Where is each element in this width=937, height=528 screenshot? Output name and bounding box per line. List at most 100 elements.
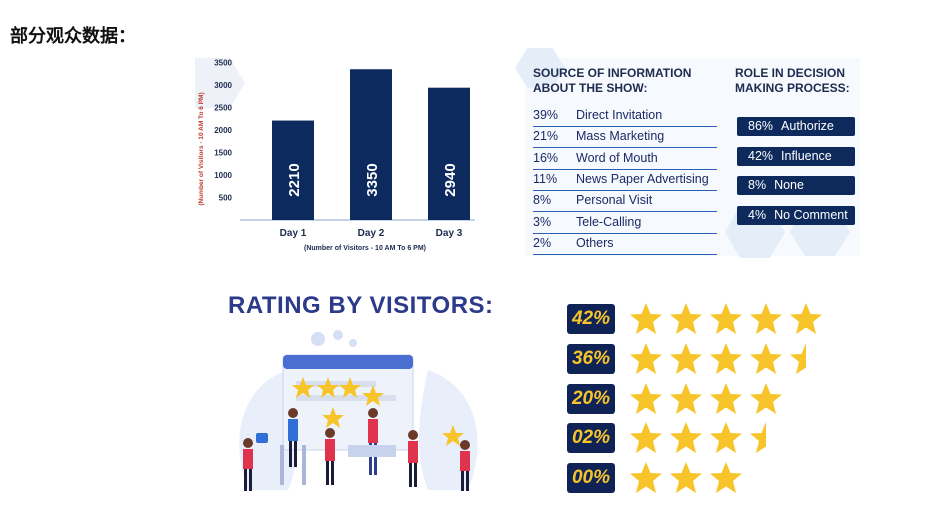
rating-percent-badge: 36% — [567, 343, 615, 374]
source-percent: 3% — [533, 214, 552, 229]
star-icon — [670, 422, 702, 454]
chart-hex-decoration — [195, 58, 245, 108]
star-icon — [630, 422, 662, 454]
illustration-stars — [292, 377, 464, 446]
star-rating — [629, 302, 823, 336]
rating-row: 20% — [567, 382, 783, 416]
star-rating — [629, 421, 783, 455]
source-row: 16% Word of Mouth — [533, 149, 717, 170]
bar — [272, 120, 314, 220]
source-label: News Paper Advertising — [576, 171, 709, 186]
bar-value-label: 3350 — [364, 163, 381, 196]
y-axis-label: (Number of Visitors - 10 AM To 6 PM) — [198, 92, 205, 205]
source-label: Direct Invitation — [576, 108, 663, 122]
y-tick-label: 500 — [219, 194, 233, 203]
rating-percent-badge: 02% — [567, 423, 615, 454]
source-label: Others — [576, 235, 614, 250]
bubble-icon — [311, 332, 325, 346]
rating-row: 02% — [567, 421, 783, 455]
star-icon — [630, 462, 662, 494]
star-icon — [750, 303, 782, 334]
source-row: 8% Personal Visit — [533, 191, 717, 213]
role-badge: 42% Influence — [737, 146, 855, 166]
rating-title: RATING BY VISITORS: — [228, 292, 494, 319]
y-tick-label: 3000 — [214, 81, 232, 90]
x-category-label: Day 2 — [358, 228, 385, 239]
role-percent: 8% — [748, 178, 767, 193]
source-percent: 16% — [533, 150, 559, 165]
content-line — [296, 381, 376, 387]
y-tick-label: 3500 — [214, 59, 232, 68]
star-icon — [750, 382, 782, 414]
star-icon — [710, 422, 742, 454]
x-axis-label: (Number of Visitors - 10 AM To 6 PM) — [304, 245, 426, 252]
source-percent: 2% — [533, 235, 552, 250]
source-row: 2% Others — [533, 234, 717, 255]
source-title: SOURCE OF INFORMATION ABOUT THE SHOW: — [533, 66, 692, 95]
visitors-bar-chart: 500 1000 1500 2000 2500 3000 3500 (Number of Vi… — [190, 58, 490, 258]
role-badge: 8% None — [737, 176, 855, 196]
rating-percent-badge: 42% — [567, 304, 615, 334]
rating-percent-badge: 20% — [567, 383, 615, 414]
source-label: Personal Visit — [576, 193, 653, 208]
rating-percent-badge: 00% — [567, 463, 615, 494]
star-icon — [630, 382, 662, 414]
browser-header — [283, 355, 413, 369]
role-percent: 42% — [748, 148, 774, 163]
star-icon — [670, 462, 702, 494]
source-label: Tele-Calling — [576, 214, 642, 229]
source-percent: 21% — [533, 129, 559, 144]
y-tick-label: 1500 — [214, 149, 232, 158]
star-icon — [790, 303, 822, 334]
bar — [428, 87, 470, 220]
y-tick-label: 2000 — [214, 126, 232, 135]
role-label: No Comment — [774, 208, 848, 223]
source-row: 3% Tele-Calling — [533, 213, 717, 234]
star-icon — [670, 303, 702, 334]
person-figures — [243, 408, 470, 491]
rating-row: 36% — [567, 342, 823, 376]
star-icon — [710, 462, 742, 494]
bubble-icon — [333, 330, 343, 340]
star-icon — [750, 342, 782, 374]
y-tick-label: 1000 — [214, 171, 232, 180]
star-icon — [710, 342, 742, 374]
source-row: 39% Direct Invitation — [533, 106, 717, 127]
source-percent: 8% — [533, 193, 552, 208]
source-label: Word of Mouth — [576, 150, 658, 165]
bar-value-label: 2210 — [286, 163, 303, 196]
star-rating — [629, 461, 743, 495]
star-icon — [630, 342, 662, 374]
star-rating — [629, 382, 783, 416]
x-category-label: Day 3 — [436, 228, 463, 239]
source-row: 21% Mass Marketing — [533, 127, 717, 149]
source-percent: 39% — [533, 108, 559, 122]
rating-row: 42% — [567, 302, 823, 336]
role-percent: 86% — [748, 119, 774, 133]
star-icon — [670, 342, 702, 374]
star-icon — [630, 303, 662, 334]
role-percent: 4% — [748, 208, 767, 223]
y-tick-label: 2500 — [214, 104, 232, 113]
x-category-label: Day 1 — [280, 228, 307, 239]
role-badge: 4% No Comment — [737, 206, 855, 226]
role-title: ROLE IN DECISION MAKING PROCESS: — [735, 66, 850, 95]
role-label: Authorize — [781, 119, 834, 133]
half-star-icon — [790, 342, 806, 374]
source-row: 11% News Paper Advertising — [533, 170, 717, 191]
half-star-icon — [750, 422, 766, 454]
role-label: Influence — [781, 148, 832, 163]
source-label: Mass Marketing — [576, 129, 665, 144]
browser-window — [282, 354, 414, 451]
role-label: None — [774, 178, 804, 193]
role-badge: 86% Authorize — [737, 117, 855, 136]
star-icon — [710, 382, 742, 414]
content-line — [296, 395, 396, 401]
star-icon — [710, 303, 742, 334]
source-percent: 11% — [533, 171, 558, 186]
bubble-icon — [349, 339, 357, 347]
star-icon — [670, 382, 702, 414]
bar-value-label: 2940 — [442, 163, 459, 196]
page-title: 部分观众数据： — [10, 26, 136, 47]
rating-row: 00% — [567, 461, 743, 495]
